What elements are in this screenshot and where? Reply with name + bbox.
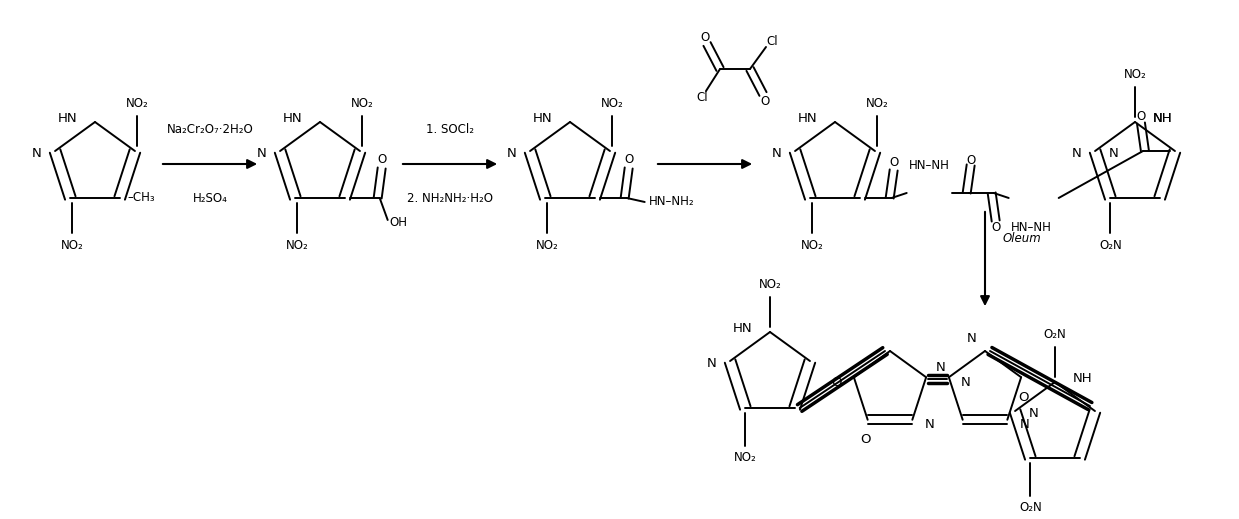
Text: N: N	[507, 146, 517, 159]
Text: O: O	[831, 376, 841, 389]
Text: O: O	[1018, 391, 1028, 404]
Text: NH: NH	[1154, 112, 1172, 125]
Text: NO₂: NO₂	[800, 239, 824, 252]
Text: NO₂: NO₂	[1124, 67, 1146, 80]
Text: NO₂: NO₂	[601, 97, 623, 110]
Text: H₂SO₄: H₂SO₄	[192, 192, 228, 205]
Text: N: N	[1072, 146, 1082, 159]
Text: Oleum: Oleum	[1004, 233, 1042, 245]
Text: –CH₃: –CH₃	[128, 192, 155, 204]
Text: N: N	[31, 146, 41, 159]
Text: O: O	[700, 31, 710, 44]
Text: NO₂: NO₂	[125, 97, 149, 110]
Text: HN–NH: HN–NH	[908, 159, 949, 172]
Text: N: N	[924, 418, 934, 431]
Text: NO₂: NO₂	[286, 239, 309, 252]
Text: NH: NH	[1073, 372, 1093, 385]
Text: Cl: Cl	[696, 90, 707, 103]
Text: 1. SOCl₂: 1. SOCl₂	[426, 123, 475, 136]
Text: HN: HN	[282, 112, 302, 125]
Text: NO₂: NO₂	[733, 452, 757, 465]
Text: O: O	[890, 157, 898, 170]
Text: HN–NH₂: HN–NH₂	[649, 196, 694, 209]
Text: NH: NH	[1154, 112, 1172, 125]
Text: N: N	[961, 376, 970, 389]
Text: N: N	[256, 146, 266, 159]
Text: NO₂: NO₂	[536, 239, 559, 252]
Text: HN: HN	[732, 321, 752, 335]
Text: HN: HN	[798, 112, 817, 125]
Text: N: N	[1109, 146, 1119, 159]
Text: Cl: Cl	[766, 34, 778, 48]
Text: HN: HN	[533, 112, 553, 125]
Text: N: N	[1020, 418, 1030, 431]
Text: 2. NH₂NH₂·H₂O: 2. NH₂NH₂·H₂O	[406, 192, 493, 205]
Text: OH: OH	[390, 216, 408, 229]
Text: N: N	[772, 146, 781, 159]
Text: N: N	[937, 361, 945, 374]
Text: NO₂: NO₂	[61, 239, 84, 252]
Text: O: O	[761, 94, 769, 107]
Text: O₂N: O₂N	[1043, 327, 1067, 340]
Text: O: O	[1136, 110, 1146, 122]
Text: NO₂: NO₂	[866, 97, 888, 110]
Text: NO₂: NO₂	[758, 278, 782, 291]
Text: HN: HN	[57, 112, 77, 125]
Text: N: N	[706, 357, 716, 370]
Text: O₂N: O₂N	[1099, 239, 1121, 252]
Text: NO₂: NO₂	[351, 97, 373, 110]
Text: N: N	[968, 333, 978, 346]
Text: Na₂Cr₂O₇·2H₂O: Na₂Cr₂O₇·2H₂O	[166, 123, 253, 136]
Text: O: O	[377, 154, 387, 167]
Text: N: N	[1030, 406, 1038, 419]
Text: O: O	[991, 222, 1000, 235]
Text: O₂N: O₂N	[1018, 501, 1042, 514]
Text: O: O	[624, 154, 633, 167]
Text: O: O	[860, 433, 871, 446]
Text: HN–NH: HN–NH	[1011, 222, 1052, 235]
Text: O: O	[966, 155, 975, 168]
